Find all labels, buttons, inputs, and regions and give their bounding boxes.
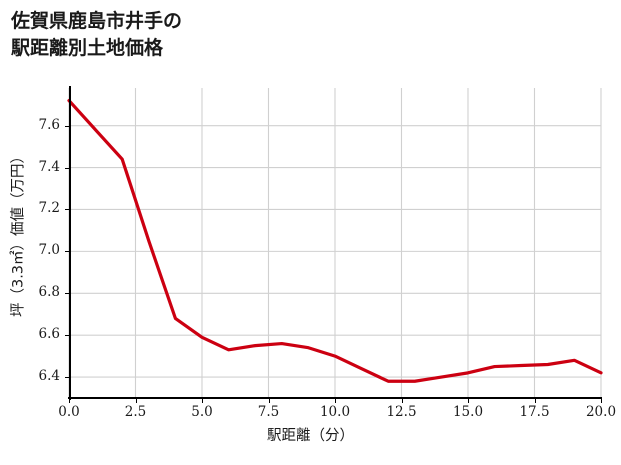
x-tick-label: 0.0	[58, 404, 80, 420]
x-tick-label: 15.0	[452, 404, 484, 420]
x-tick-label: 17.5	[519, 404, 550, 420]
y-tick-mark	[65, 167, 69, 169]
y-tick-mark	[65, 293, 69, 295]
x-tick-mark	[468, 399, 469, 403]
y-tick-label: 7.0	[38, 242, 60, 259]
y-tick-label: 6.6	[38, 326, 60, 343]
data-line-series	[67, 98, 603, 383]
y-axis-label: 坪（3.3㎡）価値（万円）	[10, 148, 27, 317]
y-tick-mark	[65, 125, 69, 127]
x-tick-label: 5.0	[191, 404, 213, 420]
y-tick-label: 7.6	[38, 116, 60, 133]
x-tick-mark	[401, 399, 403, 403]
x-tick-mark	[135, 399, 137, 403]
x-axis-spine	[68, 397, 602, 399]
y-tick-mark	[65, 377, 69, 379]
y-tick-label: 7.2	[38, 200, 60, 217]
chart-title: 佐賀県鹿島市井手の 駅距離別土地価格	[11, 10, 183, 59]
y-tick-mark	[65, 251, 69, 253]
x-tick-label: 12.5	[386, 404, 417, 420]
y-tick-label: 6.8	[38, 284, 60, 301]
x-tick-mark	[601, 399, 602, 403]
x-tick-mark	[202, 399, 203, 403]
line-path	[67, 98, 603, 383]
x-axis-label: 駅距離（分）	[267, 428, 354, 444]
grid-lines	[68, 88, 602, 398]
x-tick-label: 7.5	[257, 404, 280, 420]
x-tick-label: 10.0	[319, 404, 351, 420]
x-tick-mark	[69, 399, 70, 403]
x-tick-mark	[335, 399, 336, 403]
y-axis-spine	[69, 86, 71, 400]
y-tick-mark	[65, 335, 69, 337]
y-tick-label: 7.4	[38, 158, 60, 175]
y-tick-mark	[65, 209, 69, 211]
y-tick-label: 6.4	[38, 368, 60, 385]
x-tick-label: 20.0	[585, 404, 617, 420]
y-axis-label-container: 坪（3.3㎡）価値（万円）	[0, 0, 34, 465]
x-tick-mark	[268, 399, 270, 403]
x-tick-label: 2.5	[124, 404, 147, 420]
x-tick-mark	[534, 399, 536, 403]
plot-area	[67, 88, 603, 398]
